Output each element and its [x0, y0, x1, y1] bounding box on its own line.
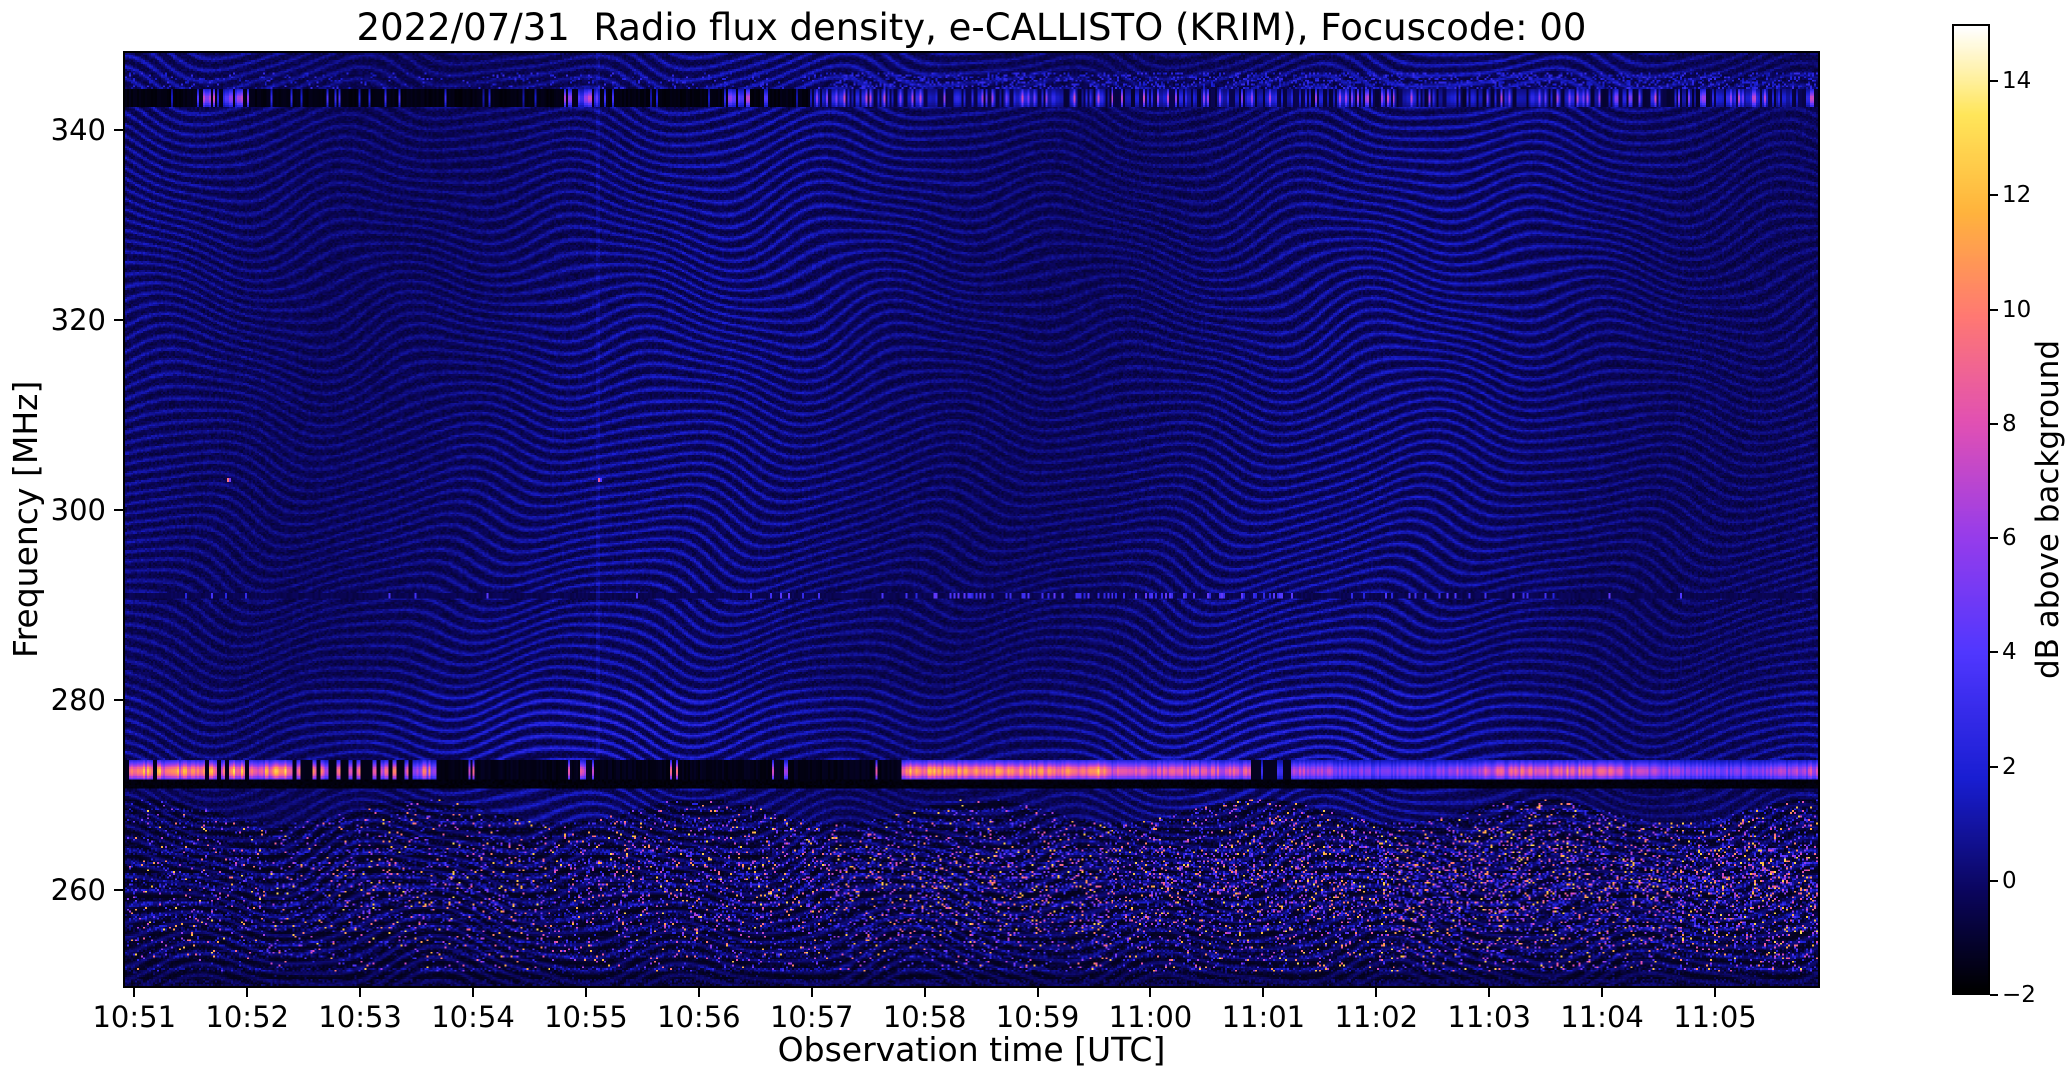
x-tick-label: 11:00	[1108, 1000, 1193, 1034]
colorbar-tick-label: −2	[2002, 982, 2036, 1008]
x-tick-label: 11:01	[1221, 1000, 1306, 1034]
colorbar-tick-label: 10	[2002, 296, 2032, 323]
x-tick-label: 10:58	[882, 1000, 967, 1034]
x-tick-label: 10:54	[431, 1000, 515, 1034]
y-tick-label: 300	[50, 492, 106, 527]
x-tick	[1601, 988, 1604, 997]
colorbar-tick-label: 6	[2002, 525, 2017, 552]
colorbar-tick	[1990, 994, 1998, 996]
colorbar	[1952, 24, 1990, 995]
colorbar-tick	[1990, 651, 1998, 654]
colorbar-tick	[1990, 194, 1998, 197]
colorbar-tick	[1990, 765, 1998, 768]
chart-title: 2022/07/31 Radio flux density, e-CALLIST…	[356, 6, 1587, 49]
x-tick	[1488, 988, 1491, 997]
x-tick	[1375, 988, 1378, 997]
x-tick	[1262, 988, 1265, 997]
x-tick	[697, 988, 700, 997]
colorbar-tick-label: 8	[2002, 410, 2017, 437]
colorbar-tick-label: 4	[2002, 639, 2017, 666]
x-tick-label: 10:56	[657, 1000, 741, 1034]
x-tick	[923, 988, 926, 997]
y-tick	[114, 318, 123, 321]
x-tick	[1149, 988, 1152, 997]
colorbar-tick-label: 14	[2002, 68, 2032, 95]
y-tick-label: 320	[50, 302, 106, 337]
y-tick-label: 260	[50, 873, 106, 908]
y-tick-label: 280	[50, 683, 106, 718]
colorbar-tick-label: 2	[2002, 753, 2017, 780]
x-tick	[359, 988, 362, 997]
y-axis-label: Frequency [MHz]	[6, 380, 45, 659]
colorbar-tick-label: 12	[2002, 182, 2032, 209]
spectrogram-plot	[123, 51, 1820, 988]
x-tick	[133, 988, 136, 997]
x-tick	[472, 988, 474, 997]
spectrogram-canvas	[125, 53, 1818, 986]
colorbar-tick	[1990, 422, 1998, 425]
x-tick	[1713, 988, 1716, 997]
x-tick-label: 11:04	[1560, 1000, 1644, 1034]
x-tick	[1036, 988, 1039, 997]
colorbar-tick	[1990, 308, 1998, 311]
colorbar-tick	[1990, 80, 1998, 83]
x-tick-label: 11:05	[1673, 1000, 1757, 1034]
colorbar-tick	[1990, 537, 1998, 540]
x-tick-label: 10:53	[318, 1000, 402, 1034]
colorbar-tick	[1990, 879, 1998, 882]
colorbar-tick-label: 0	[2002, 867, 2017, 894]
x-tick-label: 11:03	[1447, 1000, 1531, 1034]
x-tick	[246, 988, 249, 997]
y-tick	[114, 889, 123, 892]
colorbar-canvas	[1954, 26, 1988, 993]
x-tick-label: 10:59	[995, 1000, 1080, 1034]
x-tick-label: 10:52	[205, 1000, 289, 1034]
y-tick	[114, 128, 123, 131]
x-tick-label: 10:57	[769, 1000, 854, 1034]
y-tick-label: 340	[50, 112, 106, 147]
colorbar-label: dB above background	[2030, 339, 2066, 680]
y-tick	[114, 508, 123, 511]
x-axis-label: Observation time [UTC]	[777, 1030, 1166, 1067]
y-tick	[114, 699, 123, 702]
x-tick-label: 10:55	[544, 1000, 628, 1034]
x-tick	[810, 988, 813, 997]
x-tick	[584, 988, 587, 997]
x-tick-label: 10:51	[92, 1000, 177, 1034]
x-tick-label: 11:02	[1334, 1000, 1419, 1034]
